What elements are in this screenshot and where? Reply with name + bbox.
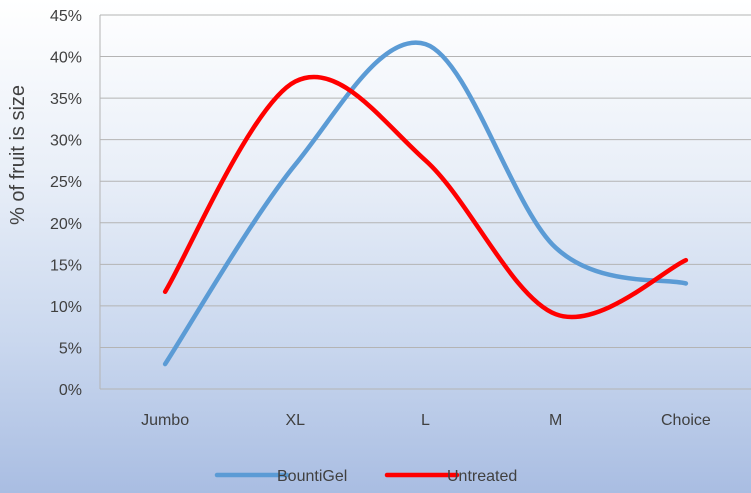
y-tick-label: 10% (50, 299, 82, 316)
legend-item-bountigel: BountiGel (214, 468, 347, 485)
y-tick-label: 20% (50, 216, 82, 233)
legend: BountiGel Untreated (214, 468, 517, 485)
y-tick-label: 30% (50, 133, 82, 150)
y-axis-label: % of fruit is size (7, 85, 29, 225)
y-tick-label: 0% (59, 382, 82, 399)
x-axis-ticks: Jumbo XL L M Choice (141, 412, 711, 429)
y-tick-label: 45% (50, 8, 82, 25)
y-tick-label: 40% (50, 50, 82, 67)
gridlines (99, 14, 751, 390)
y-tick-label: 35% (50, 91, 82, 108)
x-tick-label: M (549, 412, 562, 429)
legend-item-untreated: Untreated (384, 468, 517, 485)
legend-label: Untreated (447, 468, 517, 485)
x-tick-label: Choice (661, 412, 711, 429)
series-line-untreated (162, 74, 689, 320)
x-tick-label: L (421, 412, 430, 429)
x-tick-label: XL (286, 412, 306, 429)
series-lines (162, 40, 689, 367)
y-tick-label: 25% (50, 174, 82, 191)
series-line-bountigel (162, 40, 689, 367)
x-tick-label: Jumbo (141, 412, 189, 429)
y-tick-label: 5% (59, 340, 82, 357)
y-axis-ticks: 0% 5% 10% 15% 20% 25% 30% 35% 40% 45% (50, 8, 82, 399)
y-tick-label: 15% (50, 257, 82, 274)
legend-label: BountiGel (277, 468, 347, 485)
